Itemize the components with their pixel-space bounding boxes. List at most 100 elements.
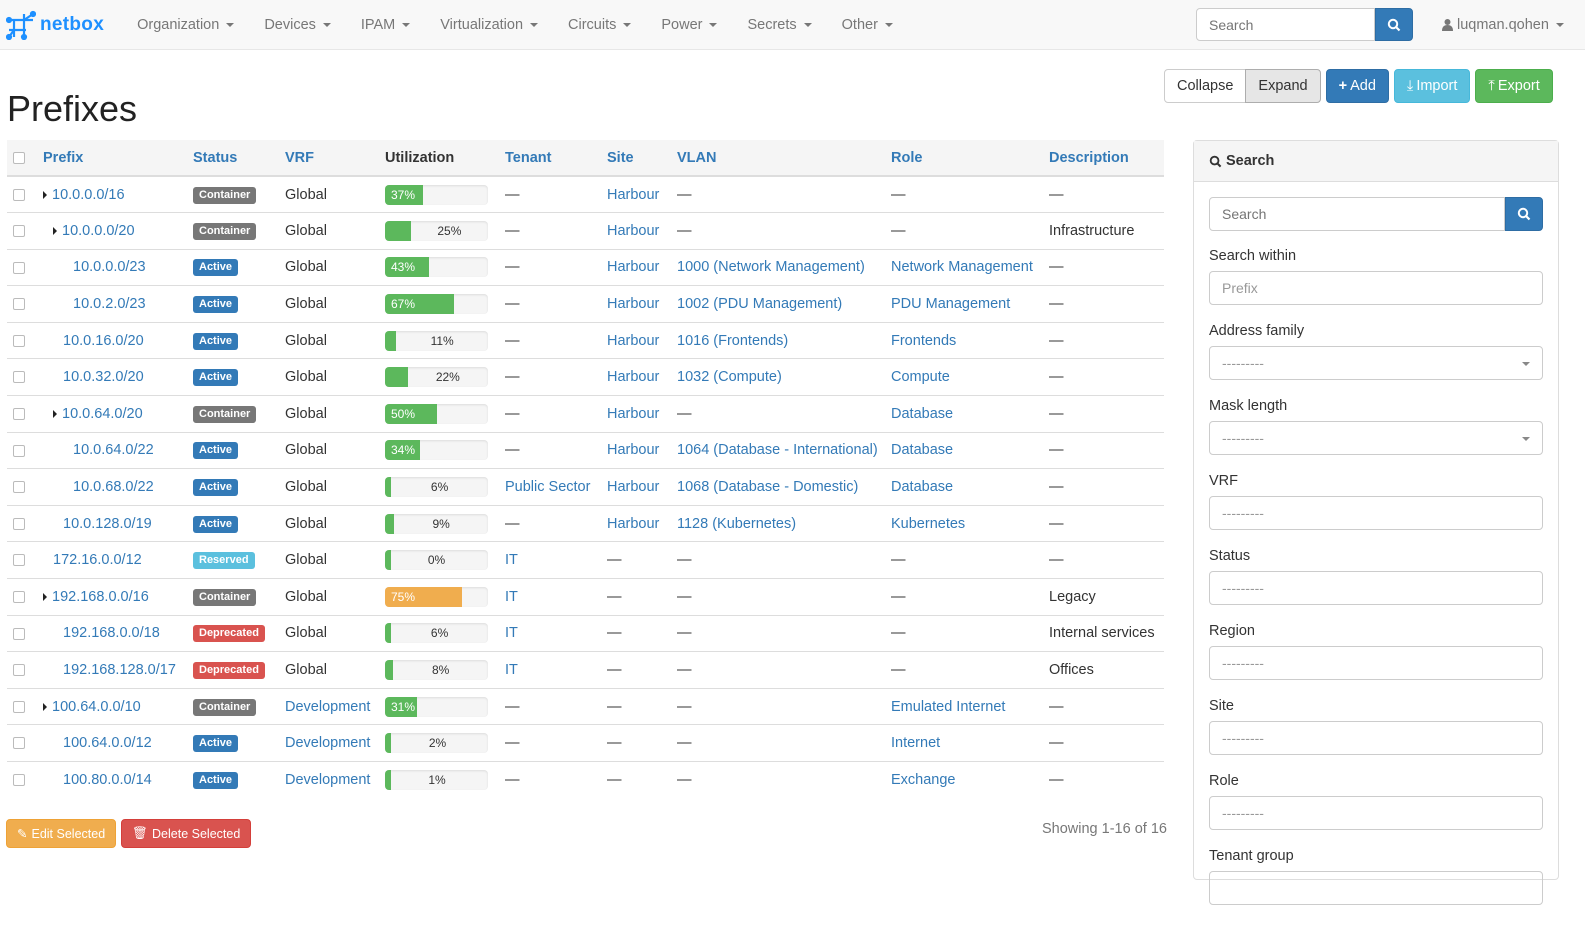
prefix-link[interactable]: 10.0.0.0/16	[52, 186, 125, 203]
nav-menu-devices[interactable]: Devices	[249, 17, 346, 33]
role-link[interactable]: Compute	[891, 369, 950, 386]
row-checkbox[interactable]	[13, 481, 25, 494]
vlan-link[interactable]: 1002 (PDU Management)	[677, 296, 843, 313]
role-link[interactable]: Frontends	[891, 332, 957, 349]
column-header-description[interactable]: Description	[1043, 140, 1164, 177]
prefix-link[interactable]: 10.0.2.0/23	[73, 296, 146, 313]
row-checkbox[interactable]	[13, 444, 25, 457]
expand-toggle-icon[interactable]	[43, 190, 47, 199]
sort-link[interactable]: Tenant	[505, 149, 552, 166]
address-family-field[interactable]: ---------	[1209, 346, 1543, 380]
tenant-link[interactable]: Public Sector	[505, 479, 591, 496]
vlan-link[interactable]: 1064 (Database - International)	[677, 442, 878, 459]
prefix-link[interactable]: 10.0.64.0/20	[62, 405, 143, 422]
sort-link[interactable]: VRF	[285, 149, 314, 166]
prefix-link[interactable]: 10.0.16.0/20	[63, 332, 144, 349]
site-link[interactable]: Harbour	[607, 515, 660, 532]
nav-search-button[interactable]	[1375, 8, 1413, 41]
nav-menu-power[interactable]: Power	[646, 17, 732, 33]
vrf-field[interactable]: ---------	[1209, 496, 1543, 530]
vlan-link[interactable]: 1000 (Network Management)	[677, 259, 865, 276]
vlan-link[interactable]: 1032 (Compute)	[677, 369, 782, 386]
add-button[interactable]: + Add	[1325, 69, 1389, 103]
prefix-link[interactable]: 10.0.0.0/23	[73, 259, 146, 276]
expand-toggle-icon[interactable]	[43, 593, 47, 601]
prefix-link[interactable]: 192.168.0.0/16	[52, 588, 149, 605]
prefix-link[interactable]: 10.0.0.0/20	[62, 222, 135, 239]
site-link[interactable]: Harbour	[607, 479, 660, 496]
vlan-link[interactable]: 1128 (Kubernetes)	[677, 515, 797, 532]
search-within-field[interactable]: Prefix	[1209, 271, 1543, 305]
expand-toggle-icon[interactable]	[43, 702, 47, 711]
column-header-role[interactable]: Role	[885, 140, 1043, 177]
tenant-link[interactable]: IT	[505, 552, 518, 569]
collapse-button[interactable]: Collapse	[1164, 69, 1247, 103]
sort-link[interactable]: Prefix	[43, 149, 84, 166]
row-checkbox[interactable]	[13, 298, 25, 311]
row-checkbox[interactable]	[13, 408, 25, 421]
prefix-link[interactable]: 10.0.64.0/22	[73, 442, 154, 459]
role-link[interactable]: Kubernetes	[891, 515, 966, 532]
row-checkbox[interactable]	[13, 737, 25, 750]
prefix-link[interactable]: 10.0.68.0/22	[73, 479, 154, 496]
column-header-site[interactable]: Site	[601, 140, 671, 177]
role-field[interactable]: ---------	[1209, 796, 1543, 830]
row-checkbox[interactable]	[13, 627, 25, 640]
prefix-link[interactable]: 100.80.0.0/14	[63, 772, 152, 789]
mask-length-field[interactable]: ---------	[1209, 421, 1543, 455]
nav-menu-circuits[interactable]: Circuits	[553, 17, 646, 33]
site-link[interactable]: Harbour	[607, 259, 660, 276]
row-checkbox[interactable]	[13, 371, 25, 384]
nav-menu-secrets[interactable]: Secrets	[732, 17, 826, 33]
tenant-link[interactable]: IT	[505, 625, 518, 642]
panel-search-button[interactable]	[1505, 197, 1543, 231]
role-link[interactable]: Database	[891, 442, 954, 459]
prefix-link[interactable]: 192.168.0.0/18	[63, 625, 160, 642]
role-link[interactable]: Emulated Internet	[891, 698, 1006, 715]
row-checkbox[interactable]	[13, 591, 25, 603]
nav-menu-other[interactable]: Other	[827, 17, 908, 33]
nav-search-input[interactable]	[1196, 8, 1375, 41]
site-link[interactable]: Harbour	[607, 296, 660, 313]
role-link[interactable]: Database	[891, 405, 954, 422]
prefix-link[interactable]: 100.64.0.0/12	[63, 735, 152, 752]
row-checkbox[interactable]	[13, 334, 25, 347]
user-menu[interactable]: luqman.qohen	[1442, 17, 1564, 33]
role-link[interactable]: Network Management	[891, 259, 1033, 276]
vrf-link[interactable]: Development	[285, 735, 371, 752]
export-button[interactable]: ⤒ Export	[1475, 69, 1553, 103]
row-checkbox[interactable]	[13, 774, 25, 787]
site-link[interactable]: Harbour	[607, 442, 660, 459]
role-link[interactable]: Internet	[891, 735, 941, 752]
status-field[interactable]: ---------	[1209, 571, 1543, 605]
prefix-link[interactable]: 10.0.32.0/20	[63, 369, 144, 386]
prefix-link[interactable]: 172.16.0.0/12	[53, 552, 142, 569]
row-checkbox[interactable]	[13, 664, 25, 677]
expand-button[interactable]: Expand	[1245, 69, 1321, 103]
role-link[interactable]: Exchange	[891, 772, 956, 789]
tenant-link[interactable]: IT	[505, 662, 518, 679]
role-link[interactable]: Database	[891, 479, 954, 496]
column-header-prefix[interactable]: Prefix	[37, 140, 187, 177]
nav-menu-ipam[interactable]: IPAM	[346, 17, 425, 33]
row-checkbox[interactable]	[13, 554, 25, 567]
column-header-tenant[interactable]: Tenant	[499, 140, 601, 177]
edit-selected-button[interactable]: ✎ Edit Selected	[6, 819, 117, 848]
vrf-link[interactable]: Development	[285, 698, 371, 715]
role-link[interactable]: PDU Management	[891, 296, 1011, 313]
tenant-group-field[interactable]	[1209, 871, 1543, 905]
prefix-link[interactable]: 100.64.0.0/10	[52, 698, 141, 715]
tenant-link[interactable]: IT	[505, 588, 518, 605]
nav-menu-virtualization[interactable]: Virtualization	[425, 17, 553, 33]
select-all-checkbox[interactable]	[13, 151, 25, 164]
vlan-link[interactable]: 1016 (Frontends)	[677, 332, 789, 349]
sort-link[interactable]: VLAN	[677, 149, 717, 166]
sort-link[interactable]: Role	[891, 149, 923, 166]
column-header-vrf[interactable]: VRF	[279, 140, 379, 177]
import-button[interactable]: ⤓ Import	[1393, 69, 1471, 103]
nav-menu-organization[interactable]: Organization	[122, 17, 249, 33]
prefix-link[interactable]: 10.0.128.0/19	[63, 515, 152, 532]
column-header-vlan[interactable]: VLAN	[671, 140, 885, 177]
row-checkbox[interactable]	[13, 188, 25, 201]
row-checkbox[interactable]	[13, 700, 25, 713]
